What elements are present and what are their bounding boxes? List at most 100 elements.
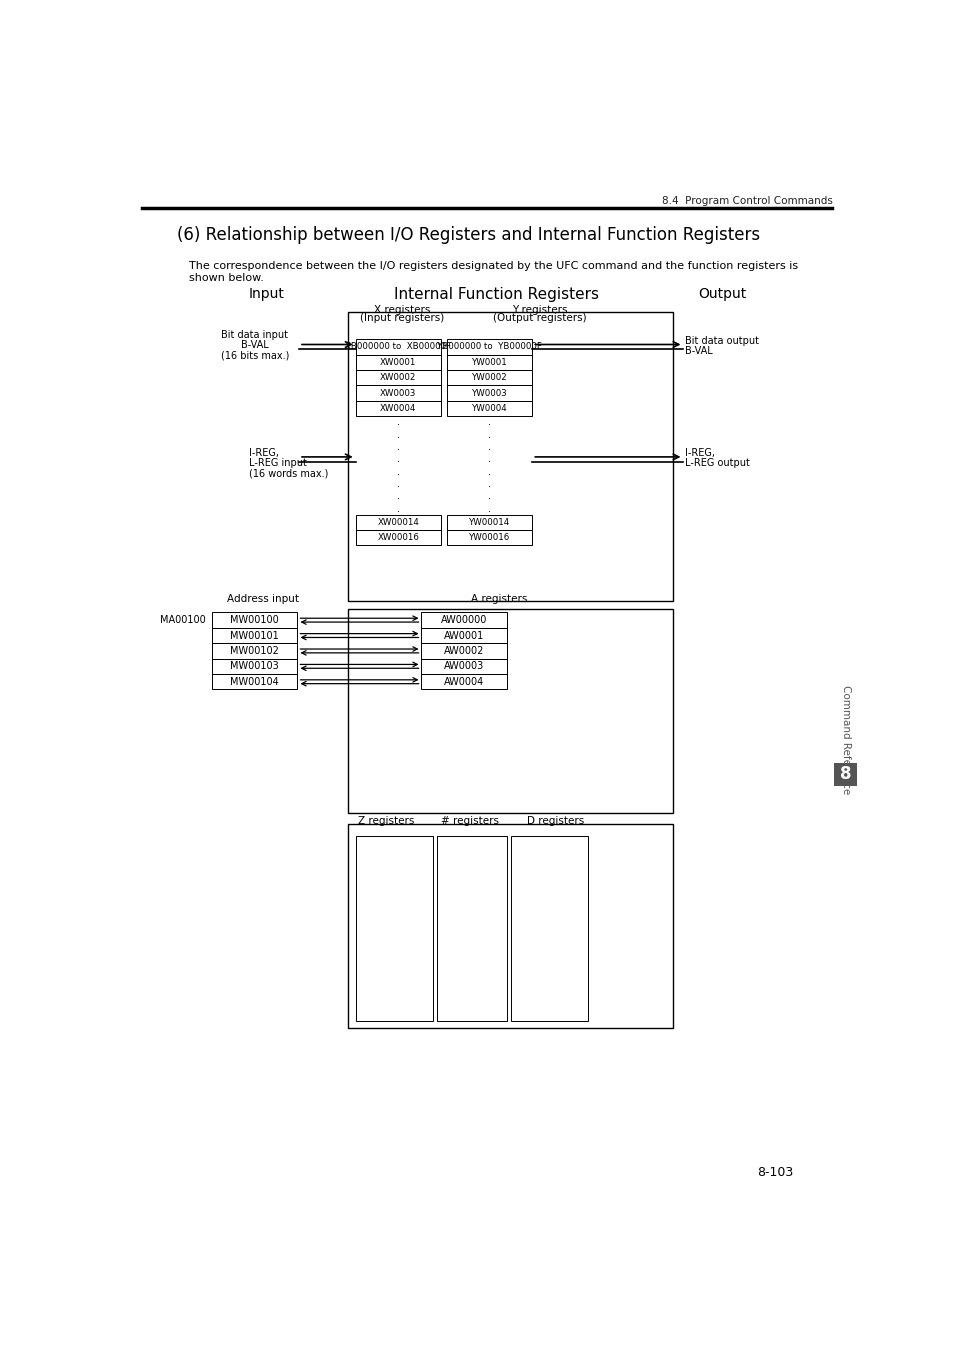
Text: .: . [488,467,491,477]
Text: (Output registers): (Output registers) [493,313,586,323]
Text: XW00016: XW00016 [377,533,418,543]
Text: L-REG input: L-REG input [249,458,306,468]
Text: I-REG,: I-REG, [684,448,714,458]
Bar [421,674,506,690]
Bar [355,370,440,385]
Text: (16 bits max.): (16 bits max.) [220,350,289,360]
Text: MW00103: MW00103 [231,662,279,671]
Bar [212,628,297,643]
Bar [355,385,440,401]
Text: MW00100: MW00100 [231,616,279,625]
Text: YB000000 to  YB00000F: YB000000 to YB00000F [436,343,541,351]
Text: YW0003: YW0003 [472,389,507,397]
Bar [355,339,440,355]
Bar [421,628,506,643]
Text: Bit data input: Bit data input [221,331,288,340]
Text: 8.4  Program Control Commands: 8.4 Program Control Commands [661,196,832,205]
Text: .: . [488,417,491,427]
Text: X registers: X registers [374,305,430,315]
Text: .: . [396,429,399,440]
Bar [421,659,506,674]
Bar [212,659,297,674]
Text: .: . [396,417,399,427]
Text: Y registers: Y registers [512,305,567,315]
Bar [447,370,532,385]
Text: MW00104: MW00104 [231,676,279,687]
Text: D registers: D registers [526,817,583,826]
Text: shown below.: shown below. [189,273,264,282]
Bar [355,836,433,1021]
Text: AW0004: AW0004 [443,676,484,687]
Text: Bit data output: Bit data output [684,336,759,346]
Text: Address input: Address input [227,594,298,605]
Bar [212,674,297,690]
Text: .: . [488,441,491,452]
Text: MW00102: MW00102 [231,645,279,656]
Bar [212,643,297,659]
Text: .: . [396,504,399,513]
Text: XW0002: XW0002 [379,373,416,382]
Text: L-REG output: L-REG output [684,458,749,468]
Text: AW0003: AW0003 [443,662,484,671]
Bar [355,514,440,531]
Text: YW00016: YW00016 [469,533,510,543]
Text: MW00101: MW00101 [231,630,279,640]
Text: YW0004: YW0004 [472,404,507,413]
Text: .: . [396,441,399,452]
Text: B-VAL: B-VAL [684,346,712,355]
Bar [355,355,440,370]
Text: MA00100: MA00100 [160,616,206,625]
Text: (6) Relationship between I/O Registers and Internal Function Registers: (6) Relationship between I/O Registers a… [177,227,760,244]
Text: AW00000: AW00000 [440,616,487,625]
Text: .: . [488,491,491,501]
Text: .: . [396,454,399,464]
Text: Output: Output [698,288,745,301]
Text: 8: 8 [839,765,850,783]
Bar [355,531,440,545]
Text: A registers: A registers [471,594,527,605]
Text: Internal Function Registers: Internal Function Registers [394,288,598,302]
Bar [447,514,532,531]
Text: # registers: # registers [441,817,498,826]
Bar [447,401,532,416]
Text: XB000000 to  XB00000F: XB000000 to XB00000F [345,343,451,351]
Text: .: . [488,479,491,489]
Bar [348,609,673,813]
Bar [355,401,440,416]
Text: YW0001: YW0001 [472,358,507,367]
Bar [436,836,506,1021]
Bar [447,385,532,401]
Text: .: . [488,504,491,513]
Bar [833,763,856,786]
Text: .: . [396,491,399,501]
Text: (Input registers): (Input registers) [359,313,444,323]
Text: Input: Input [249,288,284,301]
Text: XW0004: XW0004 [379,404,416,413]
Text: The correspondence between the I/O registers designated by the UFC command and t: The correspondence between the I/O regis… [189,261,798,271]
Text: .: . [396,467,399,477]
Bar [348,825,673,1029]
Text: .: . [488,429,491,440]
Bar [447,531,532,545]
Text: I-REG,: I-REG, [249,448,278,458]
Text: YW0002: YW0002 [472,373,507,382]
Text: B-VAL: B-VAL [241,340,269,350]
Bar [348,312,673,601]
Bar [421,643,506,659]
Text: YW00014: YW00014 [469,518,510,526]
Text: XW0003: XW0003 [379,389,416,397]
Text: 8-103: 8-103 [757,1166,793,1179]
Bar [447,339,532,355]
Text: .: . [488,454,491,464]
Text: Command Reference: Command Reference [841,684,850,794]
Bar [212,613,297,628]
Text: AW0001: AW0001 [443,630,484,640]
Bar [447,355,532,370]
Text: XW0001: XW0001 [379,358,416,367]
Text: AW0002: AW0002 [443,645,484,656]
Text: XW00014: XW00014 [377,518,418,526]
Bar [510,836,587,1021]
Text: .: . [396,479,399,489]
Text: Z registers: Z registers [358,817,415,826]
Text: (16 words max.): (16 words max.) [249,468,328,478]
